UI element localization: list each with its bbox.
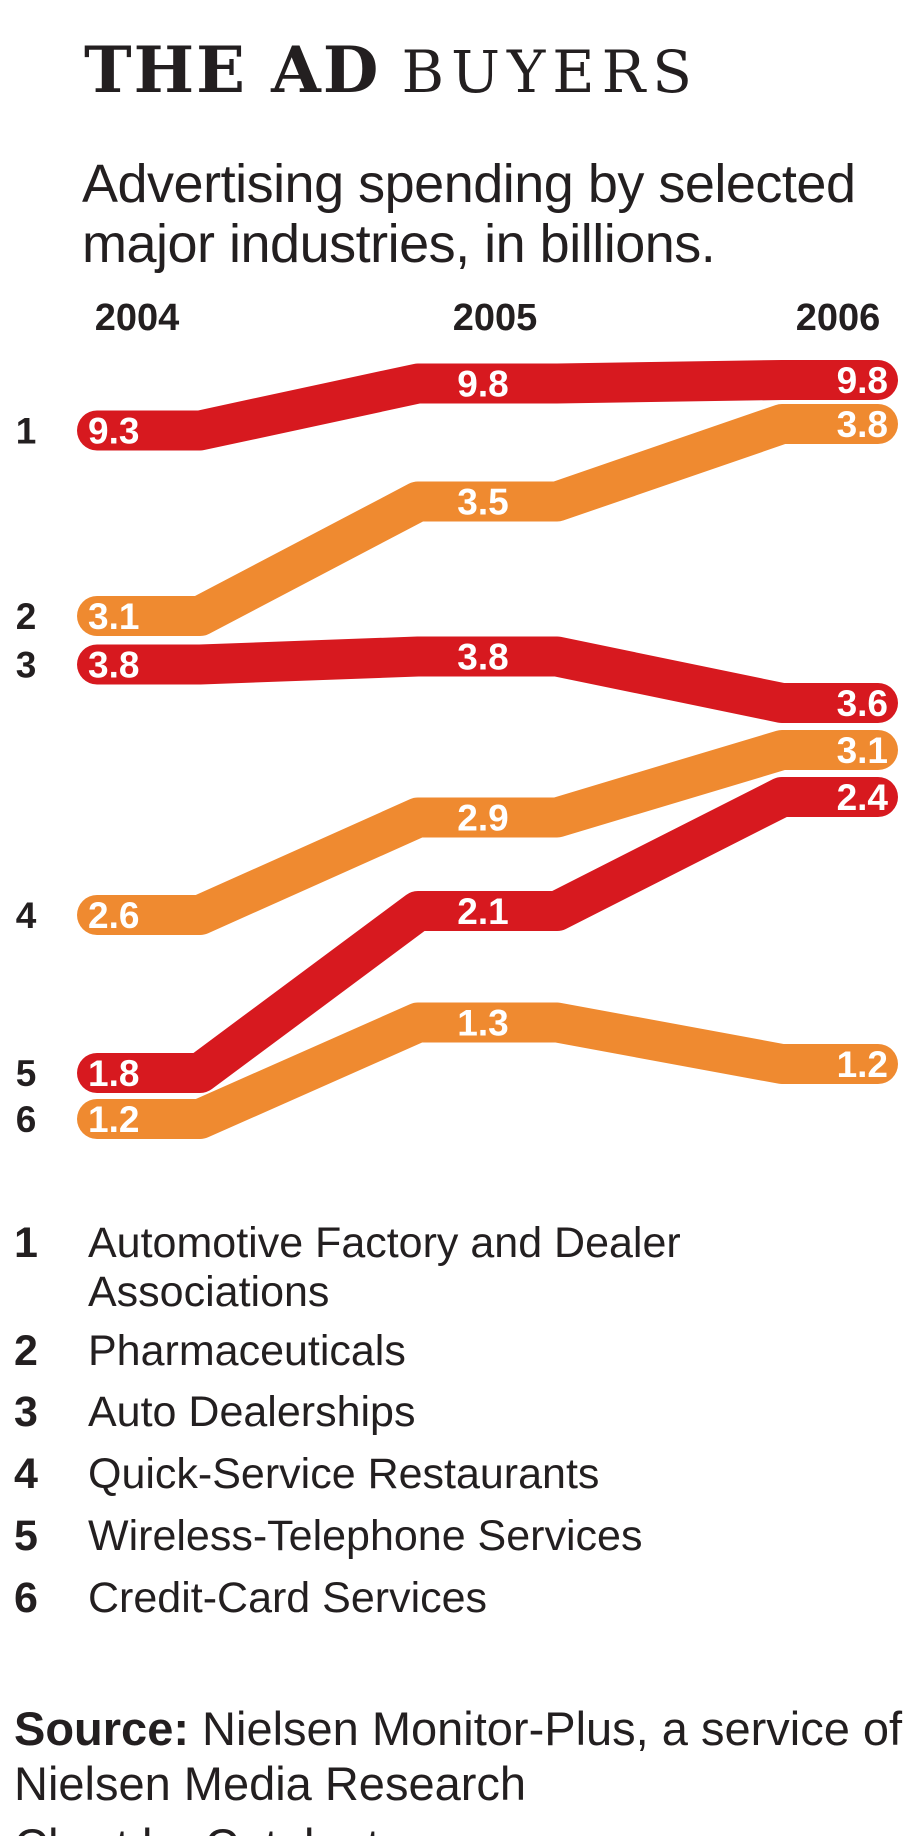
page-title-lead: THE AD — [84, 33, 381, 109]
value-label: 3.8 — [837, 404, 888, 445]
legend-number: 5 — [14, 1512, 38, 1560]
source-line-2: Nielsen Media Research — [14, 1757, 527, 1810]
page-title: THE AD BUYERS — [84, 39, 699, 113]
value-label: 2.4 — [837, 777, 889, 818]
value-label: 1.8 — [88, 1053, 139, 1094]
legend-number: 3 — [14, 1388, 38, 1436]
value-label: 3.8 — [88, 645, 139, 686]
year-label-2006: 2006 — [796, 297, 881, 339]
source-label: Source: — [14, 1702, 189, 1755]
row-number-1: 1 — [16, 411, 37, 452]
value-label: 2.6 — [88, 895, 139, 936]
row-number-5: 5 — [16, 1053, 37, 1094]
row-number-3: 3 — [16, 645, 37, 686]
band-1 — [77, 360, 898, 451]
value-label: 9.3 — [88, 411, 139, 452]
band-6 — [77, 1002, 898, 1139]
legend-number: 2 — [14, 1327, 38, 1375]
value-label: 9.8 — [457, 364, 508, 405]
legend-label-line1: Automotive Factory and Dealer — [88, 1219, 681, 1267]
row-number-4: 4 — [16, 895, 37, 936]
chart-subtitle: Advertising spending by selected major in… — [82, 154, 856, 274]
legend-number: 4 — [14, 1450, 38, 1498]
source-line-1: Source: Nielsen Monitor-Plus, a service … — [14, 1703, 902, 1755]
value-label: 2.1 — [457, 891, 508, 932]
year-label-2005: 2005 — [453, 297, 538, 339]
value-label: 1.3 — [457, 1003, 508, 1044]
subtitle-line-2: major industries, in billions. — [82, 214, 716, 274]
year-label-2004: 2004 — [95, 297, 180, 339]
value-label: 3.8 — [457, 637, 508, 678]
value-label: 2.9 — [457, 798, 508, 839]
row-number-6: 6 — [16, 1099, 37, 1140]
subtitle-line-1: Advertising spending by selected — [82, 154, 856, 214]
value-label: 1.2 — [88, 1099, 139, 1140]
legend-label: Auto Dealerships — [88, 1388, 416, 1436]
value-label: 3.5 — [457, 482, 508, 523]
legend-number: 6 — [14, 1574, 38, 1622]
legend-label: Automotive Factory and Dealer Association… — [88, 1219, 681, 1317]
value-label: 3.6 — [837, 683, 888, 724]
page-title-rest: BUYERS — [401, 38, 699, 107]
source-text: Nielsen Monitor-Plus, a service of — [189, 1702, 903, 1755]
value-label: 9.8 — [837, 360, 888, 401]
legend-label: Pharmaceuticals — [88, 1327, 406, 1375]
value-label: 3.1 — [837, 730, 888, 771]
legend-label: Credit-Card Services — [88, 1574, 488, 1622]
legend-label: Quick-Service Restaurants — [88, 1450, 600, 1498]
value-label: 1.2 — [837, 1044, 888, 1085]
band-3 — [77, 636, 898, 723]
band-5 — [77, 777, 898, 1093]
value-label: 3.1 — [88, 596, 139, 637]
band-4 — [77, 730, 898, 935]
legend-number: 1 — [14, 1219, 38, 1267]
chart-credit: Chart by Catalogtree — [14, 1820, 448, 1836]
row-number-2: 2 — [16, 596, 37, 637]
band-2 — [77, 404, 898, 636]
legend-label: Wireless-Telephone Services — [88, 1512, 643, 1560]
legend-label-line2: Associations — [88, 1268, 330, 1316]
